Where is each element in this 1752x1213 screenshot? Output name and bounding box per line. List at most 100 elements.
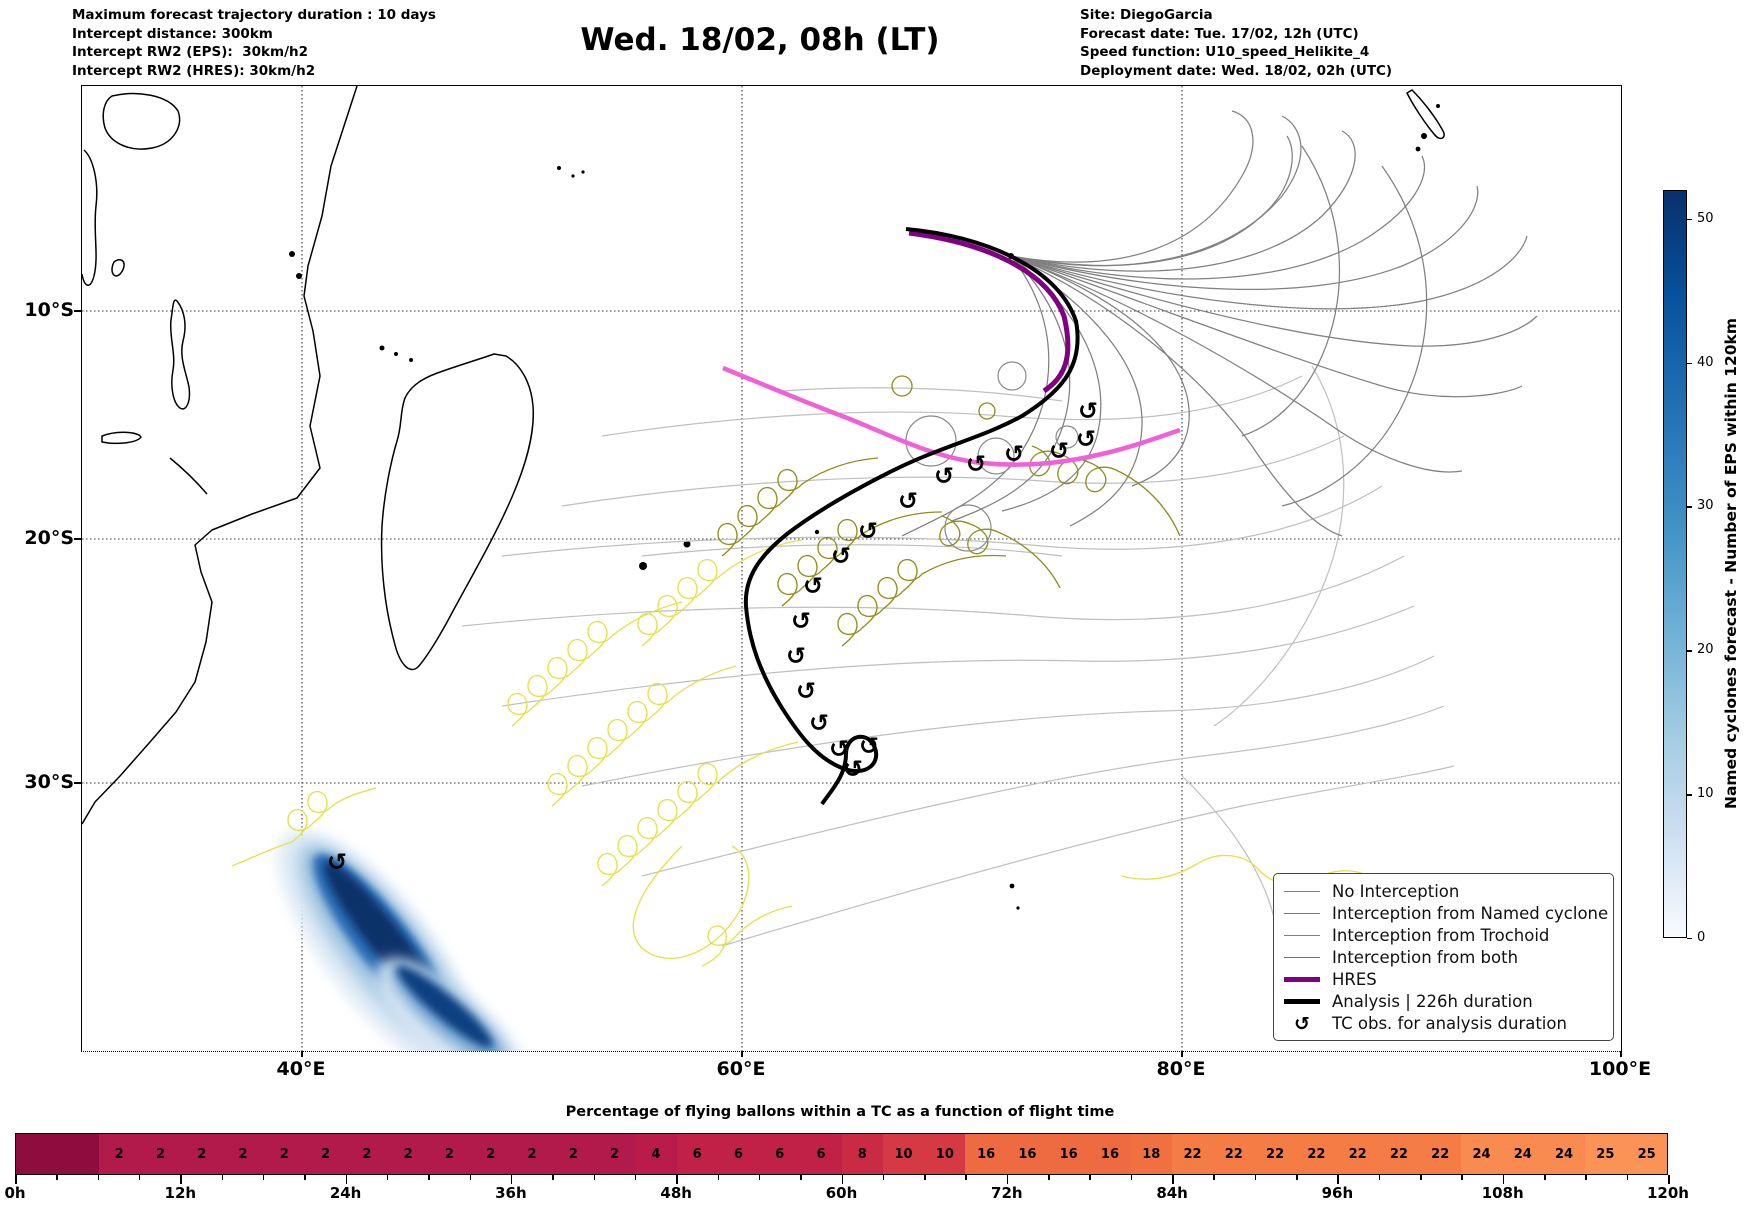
tc-obs-icon: ↺ [966,450,986,478]
flight-bar-tick-mark [758,1175,761,1180]
cyclone-obs-icon: ↺ [1294,1012,1310,1035]
flight-bar-tick-mark [965,1175,967,1180]
x-tick-label: 40°E [276,1058,326,1080]
flight-bar-cell-36: 24 [1502,1134,1544,1174]
colorbar-tick-mark [1687,794,1692,796]
flight-bar-tick-mark [469,1175,472,1180]
x-tick-label: 60°E [716,1058,766,1080]
tc-obs-icon: ↺ [809,709,829,737]
flight-bar-cell-13: 2 [552,1134,594,1174]
flight-bar-title: Percentage of flying ballons within a TC… [565,1104,1115,1120]
flight-bar-tick-mark [138,1175,141,1180]
flight-bar-tick-mark [262,1175,265,1180]
flight-bar-cell-4: 2 [181,1134,223,1174]
legend-item-3: Interception from both [1284,947,1603,968]
flight-bar-tick-mark [1130,1175,1133,1180]
legend-item-5: Analysis | 226h duration [1284,991,1603,1012]
tc-obs-icon: ↺ [858,517,878,545]
flight-bar-cell-27: 18 [1130,1134,1172,1174]
flight-bar-tick-mark [800,1175,802,1180]
trajectories-trochoid-olive [717,375,1181,647]
flight-bar-hour-label: 96h [1321,1184,1354,1202]
flight-bar-tick-mark [717,1175,720,1180]
tc-obs-icon: ↺ [1049,437,1069,465]
flight-bar-cell-6: 2 [263,1134,305,1174]
map-legend: No Interception Interception from Named c… [1273,873,1614,1041]
flight-bar-cell-5: 2 [222,1134,264,1174]
small-islands [289,104,1440,910]
flight-bar-cell-24: 16 [1006,1134,1049,1174]
tc-obs-icon: ↺ [829,735,849,763]
flight-bar-cell-26: 16 [1089,1134,1131,1174]
page-title: Wed. 18/02, 08h (LT) [580,22,940,58]
eps-colorbar [1663,190,1687,938]
flight-bar-cell-34: 22 [1419,1134,1461,1174]
flight-bar-hour-label: 36h [495,1184,527,1202]
flight-bar-tick-mark [345,1175,348,1184]
flight-bar-cell-30: 22 [1254,1134,1296,1174]
flight-bar-tick-mark [1254,1175,1257,1180]
flight-bar-tick-mark [1502,1175,1505,1184]
colorbar-tick-label: 50 [1697,210,1714,226]
flight-bar-tick-mark [676,1175,678,1184]
flight-bar-hour-label: 120h [1647,1184,1689,1202]
flight-bar-tick-mark [304,1175,306,1180]
flight-bar-cell-37: 24 [1543,1134,1585,1174]
legend-line-icon [1284,957,1320,958]
flight-bar-cell-14: 2 [593,1134,636,1174]
y-tick-mark [74,538,81,540]
tc-obs-icon: ↺ [934,462,954,490]
hres-magenta-line [722,365,1181,467]
flight-bar-hour-label: 60h [825,1184,858,1202]
flight-bar-tick-mark [1296,1175,1298,1180]
flight-bar-tick-mark [882,1175,885,1180]
flight-bar-cell-12: 2 [511,1134,553,1174]
legend-label: Interception from Trochoid [1332,926,1550,945]
flight-bar-tick-mark [1585,1175,1587,1180]
flight-bar-cell-16: 6 [676,1134,718,1174]
eps-colorbar-label: Named cyclones forecast - Number of EPS … [1722,318,1740,810]
tc-obs-icon: ↺ [831,542,851,570]
colorbar-tick-mark [1687,362,1692,364]
flight-bar-tick-mark [386,1175,389,1180]
trajectories-light-gray [461,365,1455,947]
flight-bar-tick-mark [1213,1175,1215,1180]
legend-label: Analysis | 226h duration [1332,992,1533,1011]
flight-bar-tick-mark [924,1175,926,1180]
flight-bar-tick-mark [1626,1175,1629,1180]
y-tick-label: 20°S [24,527,74,549]
colorbar-tick-mark [1687,218,1692,221]
flight-bar-hour-label: 12h [164,1184,197,1202]
trajectories-gray [901,110,1538,537]
x-tick-mark [741,1051,743,1057]
flight-bar-cell-8: 2 [346,1134,388,1174]
flight-bar-cell-32: 22 [1337,1134,1379,1174]
flight-bar-cell-28: 22 [1171,1134,1214,1174]
flight-bar-cell-15: 4 [635,1134,677,1174]
tc-obs-icon: ↺ [1076,425,1096,453]
site-info-block: Site: DiegoGarcia Forecast date: Tue. 17… [1080,7,1393,79]
flight-bar-hour-label: 108h [1481,1184,1524,1202]
flight-bar-cell-22: 10 [924,1134,966,1174]
legend-item-0: No Interception [1284,881,1603,902]
flight-bar-tick-mark [1172,1175,1174,1184]
y-tick-mark [74,310,81,312]
flight-bar-tick-mark [1420,1175,1422,1180]
flight-bar-cell-11: 2 [470,1134,512,1174]
flight-bar-tick-mark [1378,1175,1381,1180]
x-tick-label: 80°E [1156,1058,1206,1080]
flight-bar-tick-mark [97,1175,100,1180]
legend-line-icon [1284,977,1320,982]
tc-obs-icon: ↺ [859,732,879,760]
tc-obs-markers: ↺↺↺↺↺↺↺↺↺↺↺↺↺↺↺ ↺↺↺ [327,397,1098,876]
flight-bar-hour-label: 48h [660,1184,692,1202]
legend-label: TC obs. for analysis duration [1332,1014,1567,1033]
colorbar-tick-label: 30 [1697,498,1714,514]
y-tick-label: 30°S [24,771,74,793]
flight-bar-tick-mark [1048,1175,1050,1180]
trajectory-map[interactable]: ↺ ↺ ↺ ↺ ↺ ↺ ↺ ↺ ↺ ↺ ↺ ↺ ↺ ↺ ↺ ↺ ↺ ↺ [81,85,1622,1052]
tc-obs-icon: ↺ [843,755,863,783]
flight-bar-tick-mark [1337,1175,1339,1184]
flight-bar-cell-33: 22 [1378,1134,1420,1174]
y-tick-mark [74,782,81,784]
